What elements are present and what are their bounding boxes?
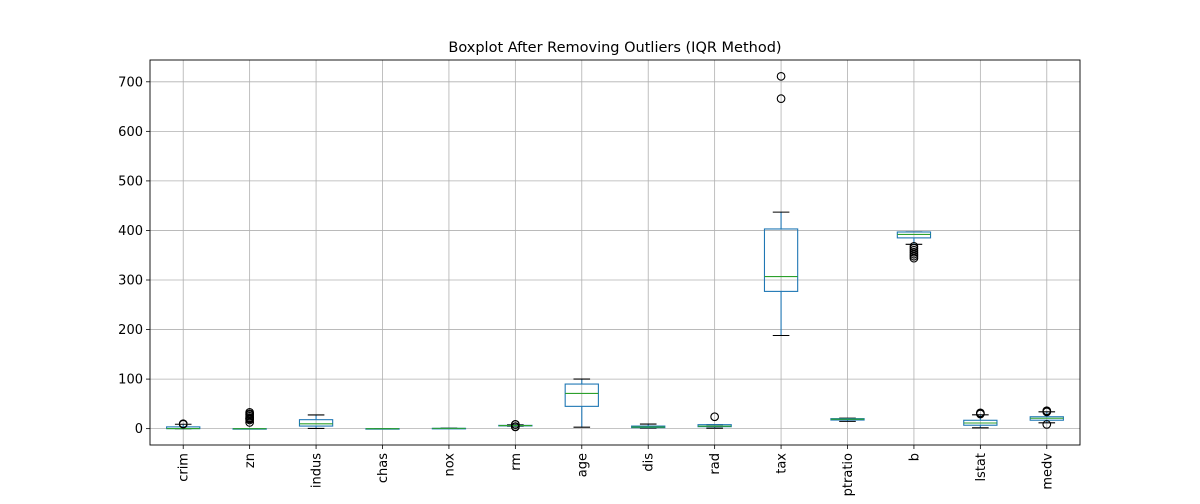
y-tick-label: 500 xyxy=(118,174,143,189)
box-medv xyxy=(1029,406,1064,429)
x-tick-label: ptratio xyxy=(841,453,856,496)
box-lstat xyxy=(963,408,998,429)
box-rad xyxy=(697,412,732,429)
y-tick-label: 700 xyxy=(118,75,143,90)
outlier-point xyxy=(511,419,520,429)
outlier-point xyxy=(178,419,188,429)
x-tick-label: age xyxy=(575,453,590,477)
box-zn xyxy=(232,407,267,430)
box-nox xyxy=(431,427,467,430)
y-tick-label: 200 xyxy=(118,323,143,338)
outlier-point xyxy=(245,407,254,417)
box-age xyxy=(564,378,599,428)
box-body xyxy=(564,383,599,407)
box-crim xyxy=(166,419,201,430)
outlier-point xyxy=(776,72,786,81)
y-tick-label: 100 xyxy=(118,373,143,388)
x-tick-label: nox xyxy=(442,453,457,477)
box-tax xyxy=(763,72,799,337)
box-dis xyxy=(631,423,666,429)
x-tick-label: medv xyxy=(1040,453,1055,490)
x-tick-label: indus xyxy=(310,453,325,488)
outlier-point xyxy=(909,241,919,251)
x-tick-label: lstat xyxy=(974,453,989,482)
box-body xyxy=(763,228,799,292)
outlier-point xyxy=(976,408,985,418)
box-body xyxy=(298,419,334,427)
x-tick-label: dis xyxy=(642,453,657,472)
outlier-point xyxy=(1042,420,1052,429)
x-tick-label: rad xyxy=(708,453,723,475)
y-tick-label: 300 xyxy=(118,274,143,289)
box-indus xyxy=(298,414,334,429)
x-tick-label: crim xyxy=(177,453,192,482)
box-b xyxy=(896,231,932,263)
boxes xyxy=(166,72,1064,432)
x-tick-label: tax xyxy=(775,453,790,474)
y-tick-label: 600 xyxy=(118,125,143,140)
x-tick-label: chas xyxy=(376,453,391,483)
plot-frame xyxy=(149,59,1081,446)
box-rm xyxy=(498,419,533,432)
box-chas xyxy=(365,428,400,430)
axes: 0 100 200 300 400 500 600 700 crim zn indus chas nox… xyxy=(118,59,1081,496)
grid xyxy=(150,60,1080,445)
outlier-point xyxy=(776,94,786,103)
y-tick-label: 0 xyxy=(135,422,143,437)
outlier-point xyxy=(1042,406,1052,416)
x-tick-label: zn xyxy=(243,453,258,468)
y-tick-label: 400 xyxy=(118,224,143,239)
x-tick-label: rm xyxy=(509,453,524,471)
chart-title: Boxplot After Removing Outliers (IQR Met… xyxy=(448,40,781,56)
outlier-point xyxy=(710,412,719,422)
x-tick-label: b xyxy=(907,453,922,461)
box-ptratio xyxy=(830,417,865,422)
